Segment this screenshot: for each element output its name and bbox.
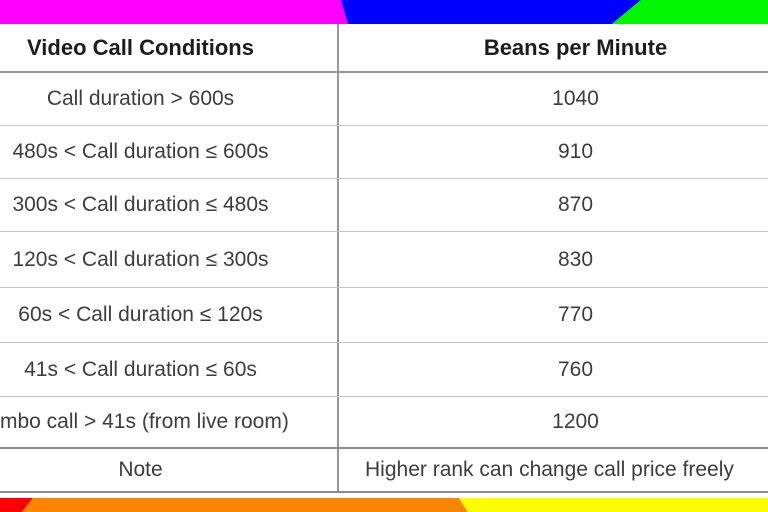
condition-cell: 480s < Call duration ≤ 600s bbox=[12, 140, 269, 163]
table-note-row: Note Higher rank can change call price f… bbox=[0, 449, 768, 493]
table-row: 60s < Call duration ≤ 120s 770 bbox=[0, 288, 768, 343]
beans-cell: 870 bbox=[337, 179, 768, 231]
bottom-color-band bbox=[0, 498, 768, 512]
table-row: Call duration > 600s 1040 bbox=[0, 73, 768, 126]
condition-cell: 41s < Call duration ≤ 60s bbox=[24, 357, 257, 381]
beans-cell: 830 bbox=[337, 232, 768, 287]
condition-cell: mbo call > 41s (from live room) bbox=[0, 410, 289, 433]
beans-cell: 1200 bbox=[337, 397, 768, 447]
magenta-stripe bbox=[0, 0, 348, 24]
top-color-band bbox=[0, 0, 768, 24]
condition-cell: Call duration > 600s bbox=[46, 87, 235, 110]
beans-cell: 760 bbox=[337, 343, 768, 396]
column-header-conditions: Video Call Conditions bbox=[27, 34, 254, 60]
green-stripe bbox=[612, 0, 768, 24]
note-text-cell: Higher rank can change call price freely bbox=[337, 449, 768, 491]
table-row: 300s < Call duration ≤ 480s 870 bbox=[0, 179, 768, 232]
pricing-table: Video Call Conditions Beans per Minute C… bbox=[0, 24, 768, 493]
pricing-table-window: Video Call Conditions Beans per Minute C… bbox=[0, 24, 768, 495]
table-row: 41s < Call duration ≤ 60s 760 bbox=[0, 343, 768, 397]
note-label-cell: Note bbox=[118, 458, 163, 481]
table-row: mbo call > 41s (from live room) 1200 bbox=[0, 397, 768, 449]
beans-cell: 770 bbox=[337, 288, 768, 342]
yellow-stripe bbox=[459, 498, 768, 512]
condition-cell: 300s < Call duration ≤ 480s bbox=[12, 193, 269, 216]
table-row: 480s < Call duration ≤ 600s 910 bbox=[0, 126, 768, 179]
column-header-beans: Beans per Minute bbox=[337, 24, 768, 71]
beans-cell: 910 bbox=[337, 126, 768, 178]
table-header-row: Video Call Conditions Beans per Minute bbox=[0, 24, 768, 73]
table-row: 120s < Call duration ≤ 300s 830 bbox=[0, 232, 768, 288]
condition-cell: 60s < Call duration ≤ 120s bbox=[18, 303, 263, 326]
beans-cell: 1040 bbox=[337, 73, 768, 125]
condition-cell: 120s < Call duration ≤ 300s bbox=[12, 247, 269, 271]
orange-stripe bbox=[22, 498, 468, 512]
blue-stripe bbox=[341, 0, 641, 24]
